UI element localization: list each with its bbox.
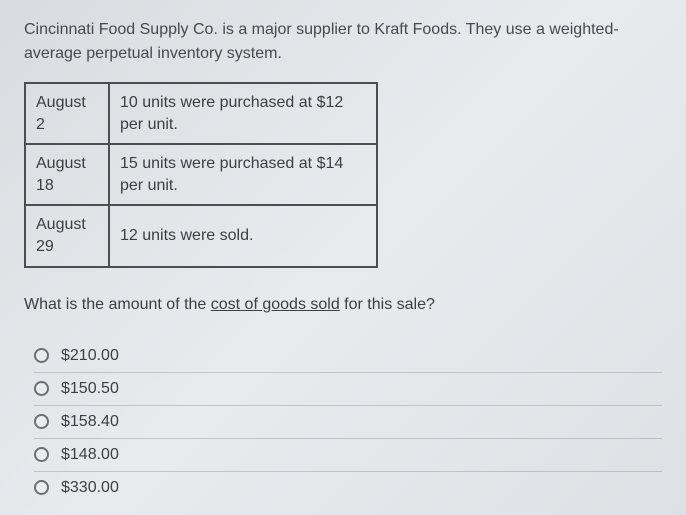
question-prefix: What is the amount of the — [24, 296, 211, 313]
options-group: $210.00 $150.50 $158.40 $148.00 $330.00 — [24, 340, 662, 504]
option-label: $210.00 — [61, 347, 119, 365]
question-underlined: cost of goods sold — [211, 296, 340, 313]
option-3[interactable]: $148.00 — [34, 439, 662, 472]
radio-icon — [34, 480, 49, 495]
desc-cell: 15 units were purchased at $14 per unit. — [109, 144, 377, 205]
radio-icon — [34, 447, 49, 462]
date-cell: August 29 — [25, 205, 109, 266]
table-row: August 18 15 units were purchased at $14… — [25, 144, 377, 205]
table-row: August 29 12 units were sold. — [25, 205, 377, 266]
option-label: $330.00 — [61, 479, 119, 497]
desc-cell: 10 units were purchased at $12 per unit. — [109, 83, 377, 144]
inventory-table: August 2 10 units were purchased at $12 … — [24, 82, 378, 268]
radio-icon — [34, 381, 49, 396]
option-4[interactable]: $330.00 — [34, 472, 662, 504]
option-2[interactable]: $158.40 — [34, 406, 662, 439]
option-0[interactable]: $210.00 — [34, 340, 662, 373]
option-label: $148.00 — [61, 446, 119, 464]
question-suffix: for this sale? — [340, 296, 435, 313]
date-cell: August 2 — [25, 83, 109, 144]
option-1[interactable]: $150.50 — [34, 373, 662, 406]
intro-text: Cincinnati Food Supply Co. is a major su… — [24, 18, 662, 66]
radio-icon — [34, 348, 49, 363]
radio-icon — [34, 414, 49, 429]
table-row: August 2 10 units were purchased at $12 … — [25, 83, 377, 144]
date-cell: August 18 — [25, 144, 109, 205]
question-text: What is the amount of the cost of goods … — [24, 296, 662, 314]
desc-cell: 12 units were sold. — [109, 205, 377, 266]
option-label: $150.50 — [61, 380, 119, 398]
option-label: $158.40 — [61, 413, 119, 431]
